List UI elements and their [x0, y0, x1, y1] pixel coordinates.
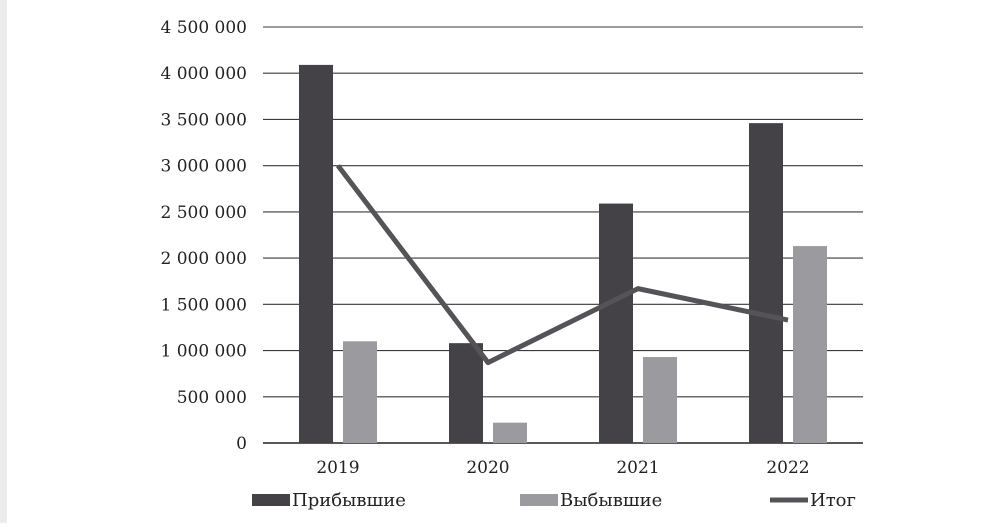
legend-label: Итог [810, 490, 856, 511]
bar-arrived [449, 343, 483, 443]
y-tick-label: 0 [236, 434, 247, 454]
y-tick-label: 3 500 000 [160, 110, 247, 130]
line-layer [336, 164, 789, 366]
legend-label: Прибывшие [292, 490, 406, 511]
bar-departed [793, 246, 827, 443]
y-tick-label: 4 000 000 [160, 64, 247, 84]
series-line-total [336, 164, 789, 366]
x-tick-label: 2019 [316, 458, 359, 478]
y-tick-label: 2 000 000 [160, 249, 247, 269]
bar-departed [493, 422, 527, 443]
y-tick-label: 4 500 000 [160, 18, 247, 38]
bar-arrived [749, 123, 783, 444]
legend-swatch [520, 494, 558, 506]
x-tick-label: 2022 [766, 458, 809, 478]
x-tick-labels: 2019 2020 2021 2022 [316, 458, 809, 478]
y-tick-labels: 0 500 000 1 000 000 1 500 000 2 000 000 2 500… [160, 18, 247, 454]
bar-departed [643, 357, 677, 443]
bar-layer [299, 64, 827, 444]
bar-arrived [299, 64, 333, 443]
y-tick-label: 2 500 000 [160, 203, 247, 223]
y-tick-label: 3 000 000 [160, 157, 247, 177]
legend-swatch [252, 494, 290, 506]
y-tick-label: 1 000 000 [160, 342, 247, 362]
x-tick-label: 2021 [616, 458, 659, 478]
bar-arrived [599, 203, 633, 443]
y-tick-label: 1 500 000 [160, 295, 247, 315]
legend-label: Выбывшие [560, 490, 662, 511]
bar-departed [343, 341, 377, 443]
x-tick-label: 2020 [466, 458, 509, 478]
left-edge-strip [0, 0, 7, 523]
legend: Прибывшие Выбывшие Итог [252, 490, 856, 511]
y-tick-label: 500 000 [177, 388, 247, 408]
